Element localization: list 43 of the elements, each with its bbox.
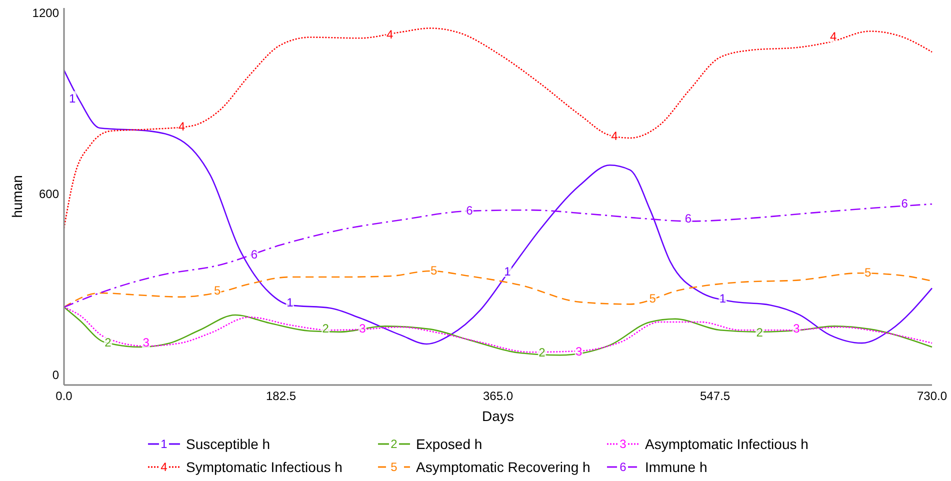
legend-label: Symptomatic Infectious h <box>186 459 342 475</box>
legend-label: Asymptomatic Infectious h <box>645 436 808 452</box>
text: 3 <box>620 437 626 451</box>
legend-label: Asymptomatic Recovering h <box>416 459 590 475</box>
annotation: 4 <box>611 128 618 143</box>
y-tick-label: 600 <box>38 187 60 202</box>
text: 5 <box>390 460 398 474</box>
x-tick-label: 0.0 <box>56 389 73 403</box>
legend-label: Immune h <box>645 459 708 475</box>
legend-label: Susceptible h <box>186 436 270 452</box>
annotation: 4 <box>386 27 394 42</box>
annotation: 6 <box>684 212 692 226</box>
annotation: 5 <box>214 283 222 298</box>
y-tick-label: 1200 <box>32 6 60 20</box>
annotation: 6 <box>466 204 474 218</box>
annotation: 2 <box>104 336 112 350</box>
text: 2 <box>390 437 398 451</box>
x-tick-label: 365.0 <box>482 389 514 403</box>
y-tick-label: 0 <box>52 368 60 382</box>
text: 4 <box>160 460 168 474</box>
annotation: 3 <box>793 322 800 336</box>
x-tick-label: 730.0 <box>916 389 948 403</box>
annotation: 1 <box>286 296 294 310</box>
annotation: 5 <box>864 266 872 280</box>
y-axis-title: human <box>9 175 25 218</box>
x-tick-label: 182.5 <box>266 389 296 403</box>
annotation: 6 <box>250 248 258 262</box>
legend-label: Exposed h <box>416 436 482 452</box>
x-tick-label: 547.5 <box>700 389 730 403</box>
annotation: 4 <box>830 30 837 44</box>
annotation: 1 <box>68 92 76 106</box>
annotation: 4 <box>178 120 186 134</box>
annotation: 2 <box>538 346 546 360</box>
text: 1 <box>160 437 168 451</box>
annotation: 6 <box>901 196 908 211</box>
annotation: 1 <box>719 292 726 306</box>
annotation: 5 <box>649 292 656 306</box>
annotation: 2 <box>322 322 330 336</box>
annotation: 3 <box>142 336 150 350</box>
x-axis-title: Days <box>482 408 514 424</box>
text: 6 <box>620 460 626 474</box>
annotation: 3 <box>359 322 366 336</box>
annotation: 5 <box>430 264 438 278</box>
